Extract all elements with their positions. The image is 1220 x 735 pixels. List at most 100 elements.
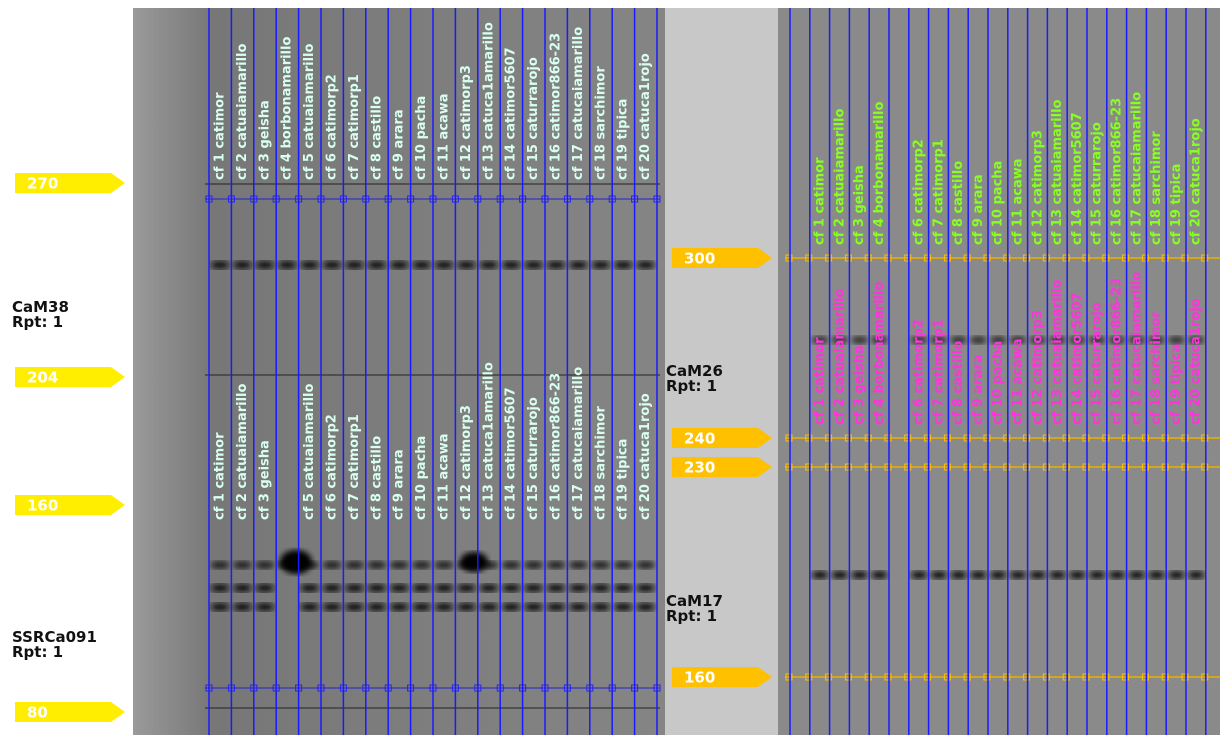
lane-label: cf 18 sarchimor — [1149, 131, 1164, 245]
lane-label: cf 17 catucaiamarillo — [571, 367, 586, 520]
band — [547, 261, 566, 269]
lane-label: cf 10 pacha — [414, 96, 429, 180]
lane-label: cf 18 sarchimor — [593, 406, 608, 520]
band — [547, 603, 566, 611]
band — [591, 603, 610, 611]
repeat-label: Rpt: 1 — [666, 607, 717, 625]
lane-label: cf 3 geisha — [257, 440, 272, 520]
band — [591, 584, 610, 592]
band — [502, 603, 521, 611]
band — [636, 584, 655, 592]
band — [435, 603, 454, 611]
band — [871, 571, 888, 579]
lane-label: cf 18 sarchimor — [593, 66, 608, 180]
lane-label: cf 12 catimorp3 — [1030, 130, 1045, 245]
band — [1049, 571, 1066, 579]
lane-label: cf 15 caturrarojo — [526, 57, 541, 180]
lane-label: cf 13 catuaiamarillo — [1050, 279, 1065, 425]
band — [524, 603, 543, 611]
band — [1168, 336, 1185, 344]
repeat-label: Rpt: 1 — [12, 313, 63, 331]
lane-label: cf 10 pacha — [991, 161, 1006, 245]
band — [323, 584, 342, 592]
band — [1069, 571, 1086, 579]
size-marker-label: 300 — [684, 250, 715, 268]
lane-label: cf 17 catucaiamarillo — [1129, 92, 1144, 245]
band — [502, 561, 521, 569]
band — [323, 261, 342, 269]
lane-label: cf 9 arara — [392, 109, 407, 180]
band — [412, 561, 431, 569]
lane-label: cf 9 arara — [392, 449, 407, 520]
band — [831, 571, 848, 579]
size-marker-label: 160 — [27, 497, 58, 515]
lane-label: cf 12 catimorp3 — [459, 65, 474, 180]
lane-label: cf 15 caturrarojo — [1090, 302, 1105, 425]
band — [255, 561, 274, 569]
lane-label: cf 12 catimorp3 — [1030, 310, 1045, 425]
band — [367, 584, 386, 592]
band — [255, 584, 274, 592]
band — [569, 603, 588, 611]
lane-label: cf 19 tipica — [616, 99, 631, 180]
lane-label: cf 1 catimor — [813, 337, 828, 425]
band — [323, 603, 342, 611]
band — [1109, 571, 1126, 579]
lane-label: cf 16 catimor866-23 — [1110, 278, 1125, 425]
band — [457, 603, 476, 611]
band — [345, 603, 364, 611]
band — [1089, 571, 1106, 579]
band — [1010, 571, 1027, 579]
band — [367, 561, 386, 569]
band — [1128, 571, 1145, 579]
lane-label: cf 7 catimorp1 — [347, 74, 362, 180]
band — [614, 603, 633, 611]
lane-label: cf 10 pacha — [991, 341, 1006, 425]
lane-label: cf 2 catuaiamarillo — [832, 288, 847, 425]
band — [345, 561, 364, 569]
band — [614, 584, 633, 592]
lane-label: cf 13 catuca1amarillo — [481, 22, 496, 180]
band — [233, 603, 252, 611]
lane-label: cf 8 castillo — [369, 436, 384, 520]
lane-label: cf 16 catimor866-23 — [549, 33, 564, 180]
band — [1168, 571, 1185, 579]
lane-label: cf 5 catuaiamarillo — [302, 43, 317, 180]
band — [479, 603, 498, 611]
band — [614, 261, 633, 269]
size-marker-label: 270 — [27, 175, 58, 193]
band — [591, 561, 610, 569]
lane-label: cf 1 catimor — [813, 157, 828, 245]
lane-label: cf 11 acawa — [437, 93, 452, 180]
band — [524, 261, 543, 269]
lane-label: cf 1 catimor — [213, 92, 228, 180]
lane-label: cf 8 castillo — [951, 161, 966, 245]
band — [569, 584, 588, 592]
band — [435, 561, 454, 569]
band — [851, 336, 868, 344]
lane-label: cf 7 catimorp1 — [347, 414, 362, 520]
band — [1148, 571, 1165, 579]
band — [435, 261, 454, 269]
lane-label: cf 13 catuca1amarillo — [481, 362, 496, 520]
band — [502, 261, 521, 269]
lane-label: cf 8 castillo — [369, 96, 384, 180]
band — [278, 261, 297, 269]
lane-label: cf 11 acawa — [437, 433, 452, 520]
band — [211, 561, 230, 569]
band — [211, 584, 230, 592]
lane-label: cf 17 catucaiamarillo — [571, 27, 586, 180]
band — [524, 561, 543, 569]
lane-label: cf 20 catuca1rojo — [638, 393, 653, 520]
band — [345, 261, 364, 269]
lane-label: cf 6 catimorp2 — [325, 74, 340, 180]
band — [233, 261, 252, 269]
band — [636, 603, 655, 611]
lane-label: cf 10 pacha — [414, 436, 429, 520]
lane-label: cf 9 arara — [971, 354, 986, 425]
lane-label: cf 3 geisha — [257, 100, 272, 180]
lane-label: cf 19 tipica — [1169, 164, 1184, 245]
lane-label: cf 13 catuaiamarillo — [1050, 99, 1065, 245]
band — [812, 571, 829, 579]
band — [255, 261, 274, 269]
